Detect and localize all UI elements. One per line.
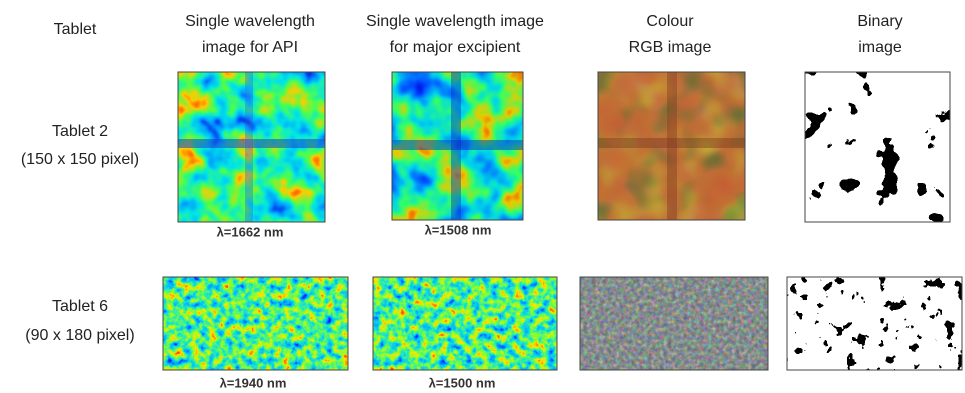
column-header: Colour [646,13,694,30]
caption: λ=1500 nm [429,375,496,390]
image-rgb [579,276,769,371]
column-header: image for API [202,39,298,56]
image-binary [786,276,963,371]
row-header: Tablet [54,21,97,38]
image-rgb [597,71,746,221]
row-label: Tablet 6 [52,298,108,315]
image-api [177,71,326,223]
column-header: Binary [857,13,902,30]
column-header: Single wavelength image [366,13,544,30]
row-label: (150 x 150 pixel) [21,151,139,168]
image-excipient [372,276,558,371]
column-header: RGB image [629,39,712,56]
image-excipient [391,71,524,221]
row-label: Tablet 2 [52,123,108,140]
image-api [162,276,349,371]
column-header: for major excipient [390,39,521,56]
row-label: (90 x 180 pixel) [25,327,134,344]
column-header: Single wavelength [185,13,315,30]
column-header: image [858,39,902,56]
image-binary [804,71,951,223]
caption: λ=1508 nm [425,222,492,237]
caption: λ=1940 nm [220,375,287,390]
caption: λ=1662 nm [217,224,284,239]
